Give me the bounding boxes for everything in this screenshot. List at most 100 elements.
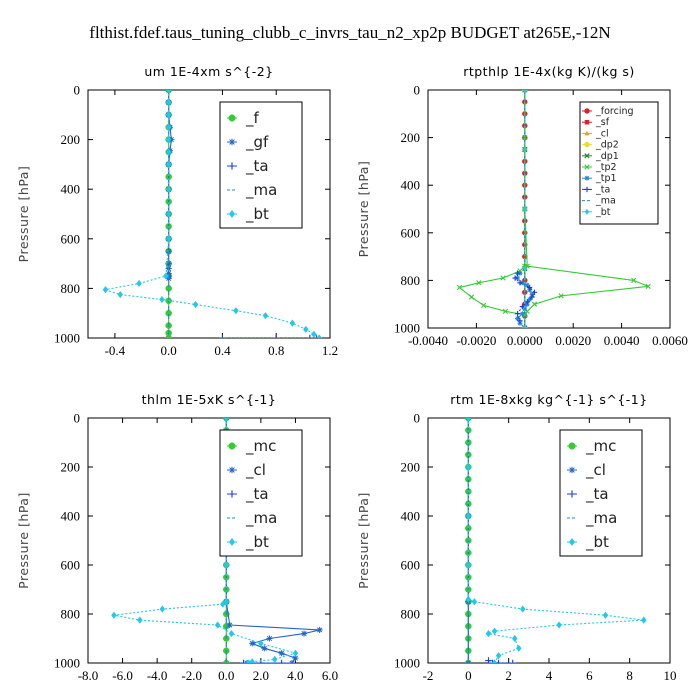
- x-tick-label: 0.4: [214, 343, 231, 358]
- data-point: [524, 299, 530, 305]
- legend-entry: _ta: [227, 485, 269, 504]
- y-tick-label: 600: [61, 231, 81, 246]
- data-point: [522, 90, 528, 93]
- legend-marker: [584, 141, 590, 148]
- data-point: [220, 600, 226, 608]
- legend-entry: _ta: [567, 485, 609, 504]
- data-point: [159, 295, 165, 304]
- legend-entry: _mc: [567, 437, 616, 456]
- data-point: [306, 334, 314, 338]
- legend-label: _ma: [245, 509, 277, 528]
- legend-label: _ta: [245, 485, 269, 504]
- y-tick-label: 200: [61, 460, 81, 475]
- x-tick-label: -6.0: [112, 668, 133, 683]
- data-point: [301, 630, 308, 637]
- y-tick-label: 600: [61, 558, 81, 573]
- panel-3: thlm 1E-5xK s^{-1} Pressure [hPa] -8.0 -6.0…: [16, 392, 338, 683]
- data-point: [117, 291, 124, 299]
- data-point: [111, 611, 117, 619]
- legend-marker: [568, 442, 576, 450]
- data-point: [485, 657, 492, 663]
- y-tick-label: 400: [61, 182, 81, 197]
- data-point: [529, 294, 535, 300]
- legend-label: _bt: [585, 533, 609, 552]
- x-tick-label: 0.0060: [652, 333, 688, 348]
- y-tick-label: 0: [414, 411, 421, 426]
- legend-box: [579, 101, 659, 225]
- data-point: [223, 561, 230, 569]
- data-point: [489, 659, 496, 663]
- legend-label: _bt: [245, 533, 269, 552]
- legend-marker: [228, 162, 236, 170]
- legend-entry: _bt: [567, 533, 609, 552]
- figure-title: flthist.fdef.taus_tuning_clubb_c_invrs_t…: [89, 23, 610, 42]
- y-tick-label: 0: [74, 83, 81, 98]
- legend-marker: [568, 490, 576, 498]
- data-point: [468, 294, 475, 300]
- data-point: [558, 293, 564, 299]
- data-point: [495, 659, 502, 663]
- data-point: [137, 616, 143, 624]
- data-point: [471, 598, 478, 606]
- data-point: [502, 308, 509, 314]
- legend-label: _dp2: [595, 140, 619, 151]
- data-point: [522, 325, 528, 328]
- data-point: [511, 634, 518, 643]
- y-tick-label: 400: [61, 509, 81, 524]
- panel-1: um 1E-4xm s^{-2} Pressure [hPa] -0.4 0.0 0.4…: [16, 64, 338, 358]
- data-point: [517, 318, 523, 324]
- legend-label: _bt: [245, 205, 269, 224]
- data-point: [165, 90, 172, 94]
- data-point: [641, 616, 647, 624]
- data-point: [522, 206, 528, 212]
- x-tick-label: -0.0020: [456, 333, 496, 348]
- data-point: [556, 621, 562, 629]
- legend-marker: [584, 208, 590, 215]
- data-point: [165, 334, 172, 338]
- y-tick-label: 800: [401, 273, 421, 288]
- y-tick-label: 1000: [54, 331, 80, 346]
- data-point: [246, 659, 252, 663]
- legend-label: _cl: [585, 461, 606, 480]
- panel-title: rtm 1E-8xkg kg^{-1} s^{-1}: [450, 392, 647, 407]
- legend-marker: [584, 175, 590, 181]
- legend-label: _tp1: [595, 173, 617, 184]
- data-point: [192, 300, 199, 309]
- y-tick-label: 1000: [54, 656, 80, 671]
- data-point: [102, 286, 109, 294]
- data-point: [522, 134, 528, 141]
- plot-area: [456, 90, 651, 328]
- plot-frame: [87, 417, 331, 664]
- legend-marker: [229, 210, 235, 218]
- data-point: [509, 659, 516, 663]
- panel-4: rtm 1E-8xkg kg^{-1} s^{-1} Pressure [hPa]…: [356, 392, 677, 683]
- x-tick-label: 0.0000: [507, 333, 543, 348]
- series-line-ta: [514, 273, 536, 322]
- legend-marker: [228, 490, 236, 498]
- x-tick-label: -2: [423, 668, 434, 683]
- legend-label: _gf: [245, 133, 269, 152]
- panel-2: rtpthlp 1E-4x(kg K)/(kg s) Pressure [hPa]…: [356, 64, 688, 348]
- y-tick-label: 200: [61, 132, 81, 147]
- y-tick-label: 1000: [394, 321, 420, 336]
- legend-label: _ma: [245, 181, 277, 200]
- x-tick-label: 8: [626, 668, 633, 683]
- legend-label: _tp2: [595, 162, 617, 173]
- legend-marker: [584, 130, 590, 136]
- data-point: [316, 626, 323, 633]
- legend-marker: [584, 153, 590, 159]
- data-point: [311, 330, 317, 338]
- data-point: [514, 270, 521, 276]
- data-point: [500, 275, 506, 281]
- data-point: [261, 645, 268, 652]
- data-point: [165, 98, 172, 106]
- data-point: [495, 652, 502, 660]
- legend-entry: _ta: [227, 157, 269, 176]
- legend-entry: _cl: [227, 461, 266, 480]
- data-point: [228, 630, 235, 638]
- data-point: [165, 123, 172, 131]
- data-point: [289, 319, 296, 327]
- legend-marker: [584, 119, 590, 125]
- legend-label: _ma: [595, 196, 616, 207]
- legend: _mc _cl _ta _ma _bt: [559, 429, 643, 557]
